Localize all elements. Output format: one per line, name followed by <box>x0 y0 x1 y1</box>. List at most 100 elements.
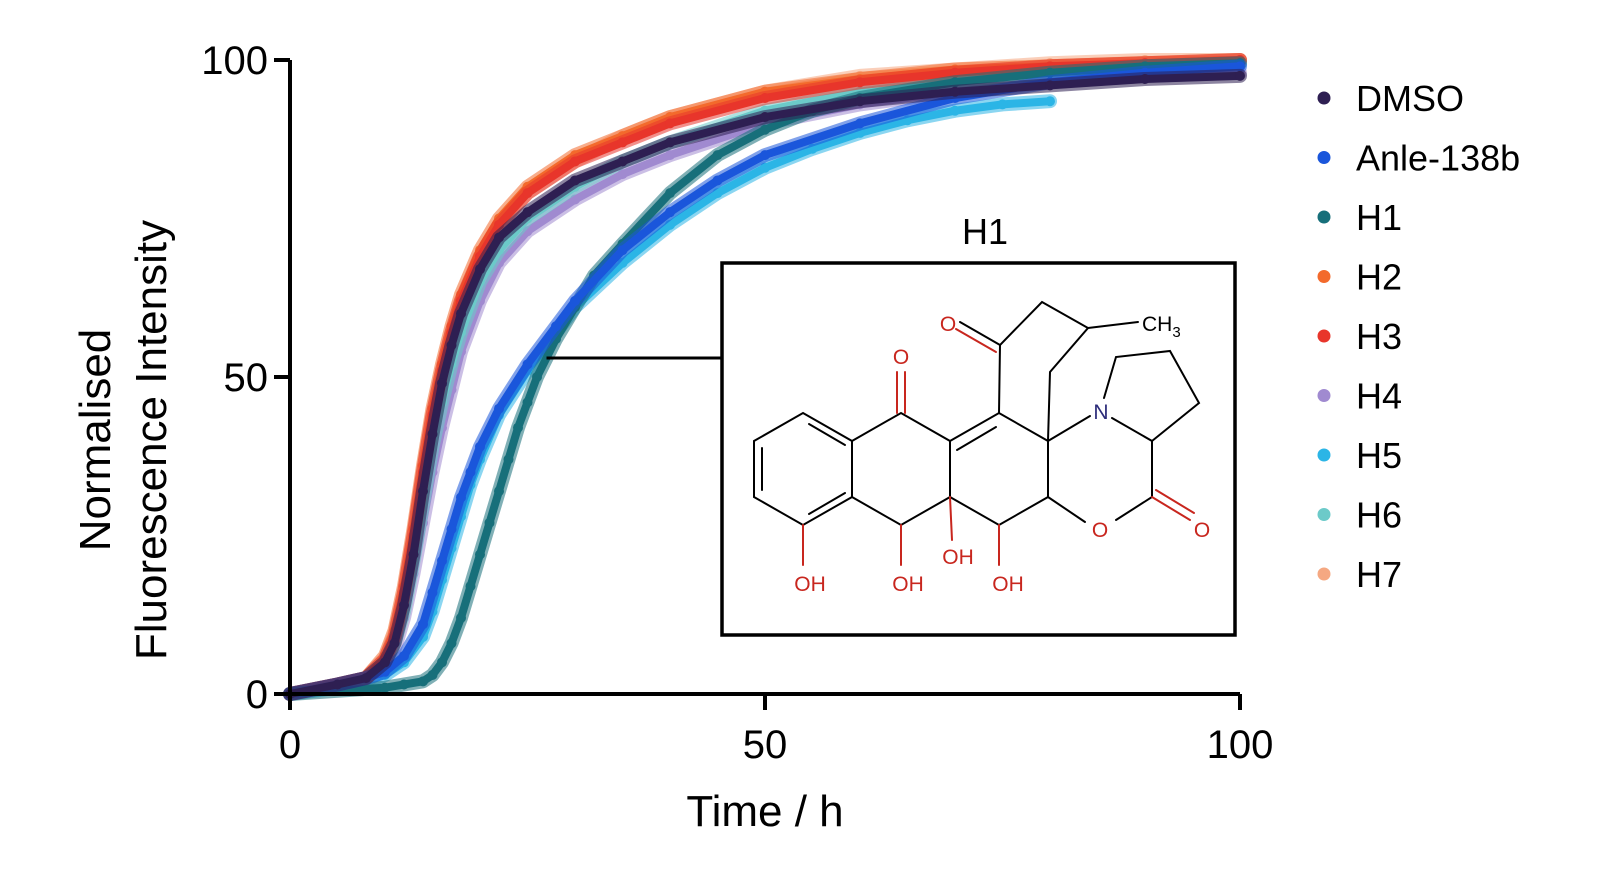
data-point <box>617 169 628 180</box>
double-bond-inner <box>956 426 997 451</box>
y-axis-title-line: Normalised <box>71 329 120 552</box>
data-point <box>532 372 542 382</box>
data-point <box>522 359 533 370</box>
series-dmso <box>283 68 1247 701</box>
legend-label: H3 <box>1356 316 1402 357</box>
data-point <box>950 105 960 116</box>
data-point <box>760 124 770 135</box>
data-point <box>475 441 485 452</box>
data-point <box>760 162 770 173</box>
data-point <box>617 245 628 256</box>
ring-d-bonds <box>1047 415 1091 442</box>
legend-item: H2 <box>1317 257 1402 298</box>
inset-structure-h1: H1 <box>720 211 1237 637</box>
data-point <box>437 555 447 566</box>
data-point <box>427 669 438 680</box>
data-point <box>475 549 485 560</box>
y-tick-label: 0 <box>246 673 268 717</box>
data-point <box>665 150 675 161</box>
legend-item: H1 <box>1317 197 1402 238</box>
y-axis-title: Normalised Fluorescence Intensity <box>71 220 176 660</box>
data-point <box>551 321 561 332</box>
data-point <box>760 112 770 123</box>
data-point <box>437 657 447 668</box>
data-point <box>1045 80 1055 91</box>
data-point <box>1140 74 1150 85</box>
data-point <box>418 676 428 687</box>
data-point <box>475 264 485 275</box>
data-point <box>437 378 447 389</box>
legend-label: H1 <box>1356 197 1402 238</box>
data-point <box>427 429 438 440</box>
legend-marker <box>1317 567 1331 581</box>
oh-bond <box>949 496 953 541</box>
aromatic-bond <box>808 492 846 515</box>
legend-marker <box>1317 448 1331 462</box>
legend-label: H7 <box>1356 554 1402 595</box>
series-layer <box>283 53 1247 701</box>
atom-oh-2: OH <box>892 573 924 596</box>
data-point <box>484 517 495 528</box>
methyl-bond <box>1087 321 1139 329</box>
data-point <box>1045 96 1055 107</box>
data-point <box>456 308 466 319</box>
chain-ketone-bond <box>959 321 1001 346</box>
atom-n: N <box>1093 401 1108 424</box>
x-tick-label: 50 <box>743 723 788 767</box>
legend-marker <box>1317 210 1331 224</box>
data-point <box>494 486 504 497</box>
data-point <box>456 492 466 503</box>
data-point <box>408 549 419 560</box>
chain-ketone-bond <box>955 328 997 353</box>
aromatic-bond <box>808 423 846 446</box>
data-point <box>712 175 723 186</box>
data-point <box>399 650 409 661</box>
axes: 0 50 100 0 50 100 <box>201 39 1273 767</box>
data-point <box>522 188 533 199</box>
atom-ch3: CH3 <box>1142 313 1181 341</box>
molecule-bonds <box>753 300 1201 566</box>
data-point <box>494 403 504 414</box>
data-point <box>446 638 457 649</box>
data-point <box>665 207 675 218</box>
data-point <box>855 96 865 107</box>
data-point <box>665 188 675 199</box>
data-point <box>522 207 533 218</box>
data-point <box>997 99 1008 110</box>
legend-label: H4 <box>1356 376 1402 417</box>
lactone-bond <box>1151 496 1191 521</box>
data-point <box>570 194 580 205</box>
data-point <box>570 175 580 186</box>
legend-marker <box>1317 389 1331 402</box>
legend-item: H5 <box>1317 435 1402 476</box>
legend-marker <box>1317 329 1331 343</box>
atom-oh-1: OH <box>794 573 826 596</box>
data-point <box>665 118 675 129</box>
ring-d-bonds <box>1047 496 1086 523</box>
data-point <box>1235 61 1245 72</box>
data-point <box>399 679 409 690</box>
data-point <box>855 118 865 129</box>
data-point <box>570 156 580 167</box>
legend-label: H5 <box>1356 435 1402 476</box>
atom-oh-4: OH <box>992 573 1024 596</box>
data-point <box>380 682 390 693</box>
data-point <box>760 150 770 161</box>
data-point <box>712 188 723 199</box>
legend-item: Anle-138b <box>1317 138 1520 179</box>
data-point <box>446 340 457 351</box>
legend-item: DMSO <box>1317 78 1464 119</box>
legend-marker <box>1317 270 1331 283</box>
data-point <box>427 587 438 598</box>
legend-label: Anle-138b <box>1356 138 1520 179</box>
data-point <box>855 77 865 88</box>
ring-d-bonds <box>1111 417 1153 521</box>
legend-item: H3 <box>1317 316 1402 357</box>
y-tick-label: 50 <box>224 356 269 400</box>
data-point <box>712 150 723 161</box>
data-point <box>456 612 466 623</box>
data-point <box>503 454 514 465</box>
data-point <box>332 679 343 690</box>
data-point <box>513 422 523 433</box>
